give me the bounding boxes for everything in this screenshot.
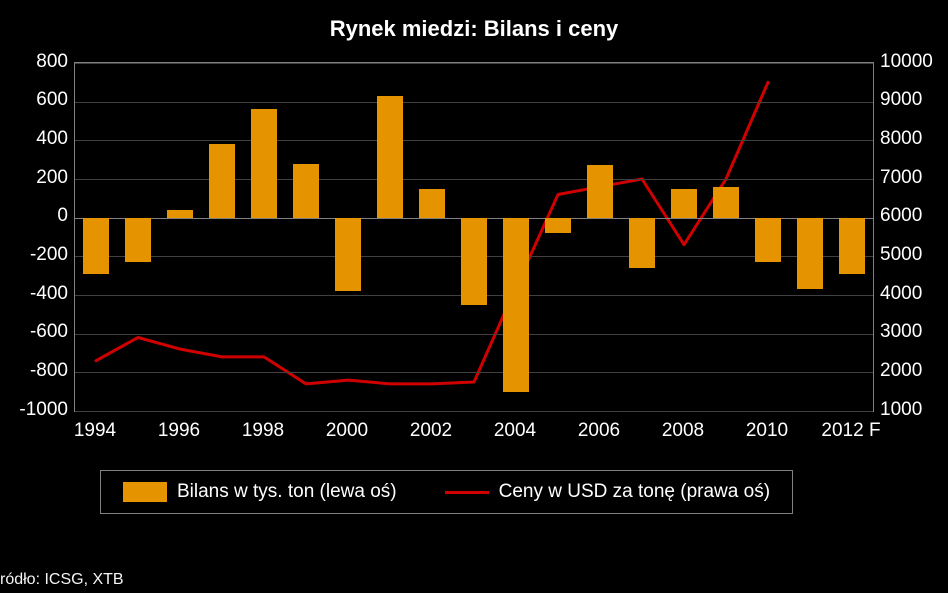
balance-bar xyxy=(83,218,108,274)
x-tick: 2002 xyxy=(410,420,452,442)
balance-bar xyxy=(797,218,822,290)
x-tick: 1998 xyxy=(242,420,284,442)
balance-bar xyxy=(251,109,276,217)
balance-bar xyxy=(461,218,486,305)
balance-bar xyxy=(419,189,444,218)
x-tick: 1994 xyxy=(74,420,116,442)
x-tick: 2010 xyxy=(746,420,788,442)
y-left-tick: 0 xyxy=(57,205,68,227)
legend-swatch-bar xyxy=(123,482,167,502)
y-right-tick: 7000 xyxy=(880,167,922,189)
balance-bar xyxy=(839,218,864,274)
y-right-tick: 6000 xyxy=(880,205,922,227)
x-tick: 2008 xyxy=(662,420,704,442)
y-right-tick: 8000 xyxy=(880,128,922,150)
chart-container: { "chart": { "type": "bar+line", "title"… xyxy=(0,0,948,593)
legend-label-bars: Bilans w tys. ton (lewa oś) xyxy=(177,481,397,503)
balance-bar xyxy=(293,164,318,218)
y-left-tick: 400 xyxy=(36,128,68,150)
balance-bar xyxy=(713,187,738,218)
legend: Bilans w tys. ton (lewa oś) Ceny w USD z… xyxy=(100,470,793,514)
balance-bar xyxy=(671,189,696,218)
y-right-tick: 4000 xyxy=(880,283,922,305)
x-tick: 1996 xyxy=(158,420,200,442)
x-tick: 2012 F xyxy=(821,420,880,442)
x-tick: 2006 xyxy=(578,420,620,442)
balance-bar xyxy=(377,96,402,218)
balance-bar xyxy=(755,218,780,262)
plot-area xyxy=(74,62,874,412)
balance-bar xyxy=(167,210,192,218)
y-right-tick: 1000 xyxy=(880,399,922,421)
legend-item-bars: Bilans w tys. ton (lewa oś) xyxy=(123,481,397,503)
y-right-tick: 2000 xyxy=(880,360,922,382)
balance-bar xyxy=(125,218,150,262)
balance-bar xyxy=(503,218,528,392)
y-left-tick: -600 xyxy=(30,321,68,343)
balance-bar xyxy=(335,218,360,291)
balance-bar xyxy=(209,144,234,217)
legend-label-line: Ceny w USD za tonę (prawa oś) xyxy=(499,481,770,503)
chart-title: Rynek miedzi: Bilans i ceny xyxy=(0,16,948,42)
y-left-tick: 200 xyxy=(36,167,68,189)
legend-item-line: Ceny w USD za tonę (prawa oś) xyxy=(445,481,770,503)
y-left-tick: 800 xyxy=(36,51,68,73)
x-tick: 2004 xyxy=(494,420,536,442)
balance-bar xyxy=(629,218,654,268)
y-right-tick: 10000 xyxy=(880,51,933,73)
source-text: ródło: ICSG, XTB xyxy=(0,571,124,589)
y-right-tick: 5000 xyxy=(880,244,922,266)
legend-swatch-line xyxy=(445,491,489,494)
y-right-tick: 3000 xyxy=(880,321,922,343)
x-tick: 2000 xyxy=(326,420,368,442)
y-left-tick: -800 xyxy=(30,360,68,382)
y-left-tick: 600 xyxy=(36,89,68,111)
y-left-tick: -1000 xyxy=(19,399,68,421)
y-left-tick: -200 xyxy=(30,244,68,266)
y-right-tick: 9000 xyxy=(880,89,922,111)
y-left-tick: -400 xyxy=(30,283,68,305)
balance-bar xyxy=(587,165,612,217)
balance-bar xyxy=(545,218,570,233)
